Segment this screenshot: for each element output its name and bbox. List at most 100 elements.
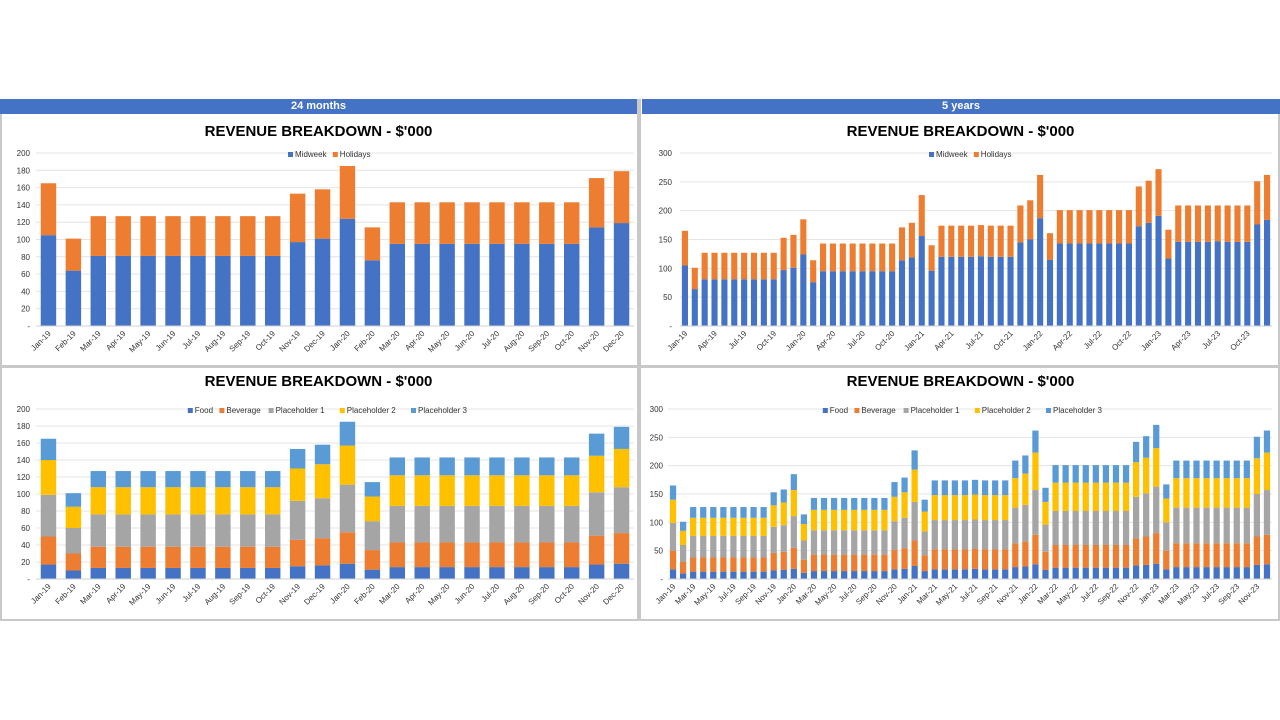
bar-segment-midweek <box>839 271 846 326</box>
bar-segment-holidays <box>165 216 181 256</box>
bar-segment-placeholder-2 <box>240 487 256 515</box>
bar-segment-holidays <box>1254 181 1261 225</box>
bar-segment-food <box>971 568 979 579</box>
chart-24m-midweek-holidays: REVENUE BREAKDOWN - $'000 - 20 40 60 80 100 120… <box>17 123 634 354</box>
bar-segment-holidays <box>514 202 530 244</box>
bar-segment-midweek <box>439 243 455 326</box>
bar-segment-midweek <box>1204 241 1211 326</box>
bar-segment-placeholder-3 <box>1233 460 1240 479</box>
bar-segment-placeholder-2 <box>790 490 797 517</box>
x-tick-label: Sep-22 <box>1096 582 1121 607</box>
bar-segment-placeholder-3 <box>1223 460 1230 479</box>
bar-segment-holidays <box>339 165 356 219</box>
bar-segment-placeholder-1 <box>1062 511 1069 545</box>
bar-segment-holidays <box>1056 210 1063 244</box>
bar-segment-midweek <box>711 279 718 326</box>
bar-segment-midweek <box>691 289 698 326</box>
bar-segment-midweek <box>240 255 256 326</box>
bar-segment-placeholder-2 <box>190 487 206 515</box>
left-border <box>0 114 2 620</box>
bar-segment-midweek <box>1155 215 1162 326</box>
bar-segment-placeholder-2 <box>1173 478 1180 508</box>
bar-segment-beverage <box>1122 545 1130 568</box>
bar-segment-placeholder-1 <box>981 520 989 550</box>
x-tick-label: Jul-19 <box>181 329 203 351</box>
bar-segment-placeholder-3 <box>1052 465 1059 483</box>
bar-segment-beverage <box>971 548 979 569</box>
bar-segment-placeholder-2 <box>770 505 777 527</box>
bar-segment-beverage <box>314 538 331 566</box>
bar-segment-beverage <box>588 535 605 565</box>
bar-segment-holidays <box>820 243 827 272</box>
bar-segment-placeholder-3 <box>1062 465 1069 483</box>
bar-segment-placeholder-2 <box>911 469 918 502</box>
bar-segment-beverage <box>1223 543 1230 568</box>
bar-segment-midweek <box>1244 241 1251 326</box>
bar-segment-placeholder-1 <box>1203 507 1210 544</box>
bar-segment-midweek <box>741 279 748 326</box>
bar-segment-placeholder-2 <box>1032 452 1039 491</box>
x-tick-label: Jan-20 <box>784 329 808 353</box>
bar-segment-placeholder-2 <box>730 517 737 536</box>
bar-segment-beverage <box>1143 536 1150 565</box>
bar-segment-beverage <box>1173 543 1180 568</box>
bar-segment-placeholder-2 <box>364 496 381 522</box>
bar-segment-beverage <box>981 549 989 570</box>
x-tick-label: May-21 <box>934 582 960 608</box>
chart-5y-product-breakdown: REVENUE BREAKDOWN - $'000 - 50 100 150 200 250… <box>650 373 1272 608</box>
bar-segment-placeholder-3 <box>951 480 959 496</box>
legend-swatch <box>903 408 909 413</box>
bar-segment-midweek <box>1165 258 1172 326</box>
bar-segment-beverage <box>931 549 938 570</box>
bar-segment-placeholder-1 <box>65 528 82 554</box>
bar-segment-food <box>1072 567 1079 579</box>
bar-segment-food <box>539 567 555 579</box>
legend: Food Beverage Placeholder 1 Placeholder 2 Pl… <box>187 406 467 415</box>
bar-segment-placeholder-3 <box>992 480 999 496</box>
x-tick-label: Nov-21 <box>995 582 1020 607</box>
bar-segment-placeholder-2 <box>861 509 868 531</box>
x-tick-label: Jul-19 <box>181 582 203 604</box>
bar-segment-food <box>1132 565 1140 579</box>
bar-segment-beverage <box>1253 536 1261 565</box>
bar-segment-holidays <box>588 178 605 228</box>
bar-segment-placeholder-1 <box>830 530 838 555</box>
bar-segment-placeholder-3 <box>115 471 131 488</box>
bar-segment-placeholder-2 <box>710 517 717 536</box>
bar-segment-beverage <box>1183 543 1190 568</box>
x-tick-label: May-19 <box>692 582 718 608</box>
bar-segment-holidays <box>741 252 748 280</box>
bar-segment-placeholder-1 <box>439 505 455 543</box>
bar-segment-placeholder-2 <box>1132 462 1140 497</box>
bar-segment-placeholder-1 <box>588 492 605 536</box>
bar-segment-food <box>931 569 938 579</box>
chart-5y-midweek-holidays: REVENUE BREAKDOWN - $'000 - 50 100 150 200 250… <box>659 123 1272 353</box>
bar-segment-midweek <box>849 271 856 326</box>
bar-segment-beverage <box>464 542 480 568</box>
bar-segment-placeholder-2 <box>1193 478 1200 508</box>
bar-segment-holidays <box>1204 205 1211 242</box>
bar-segment-placeholder-2 <box>1102 482 1110 511</box>
bar-segment-placeholder-3 <box>841 497 848 510</box>
bar-segment-food <box>1253 564 1261 579</box>
bar-segment-placeholder-3 <box>1112 465 1120 483</box>
x-tick-label: Apr-22 <box>1051 329 1075 353</box>
bar-segment-food <box>1042 569 1049 579</box>
bar-segment-food <box>1153 563 1160 579</box>
y-tick-label: 50 <box>663 293 672 302</box>
legend: Midweek Holidays <box>288 150 370 159</box>
bar-segment-midweek <box>613 223 630 326</box>
bar-segment-beverage <box>514 542 530 568</box>
bar-segment-holidays <box>1027 200 1034 240</box>
bar-segment-placeholder-1 <box>289 500 306 540</box>
legend-label: Placeholder 2 <box>982 406 1031 415</box>
x-tick-label: Oct-23 <box>1228 329 1252 353</box>
bar-segment-holidays <box>1007 225 1014 257</box>
bar-segment-placeholder-1 <box>992 520 999 550</box>
bar-segment-placeholder-3 <box>901 477 908 493</box>
bar-segment-beverage <box>750 557 757 572</box>
bar-segment-midweek <box>918 236 925 326</box>
bar-segment-beverage <box>1072 545 1079 568</box>
bar-segment-placeholder-2 <box>539 475 555 506</box>
legend-swatch <box>974 408 980 413</box>
